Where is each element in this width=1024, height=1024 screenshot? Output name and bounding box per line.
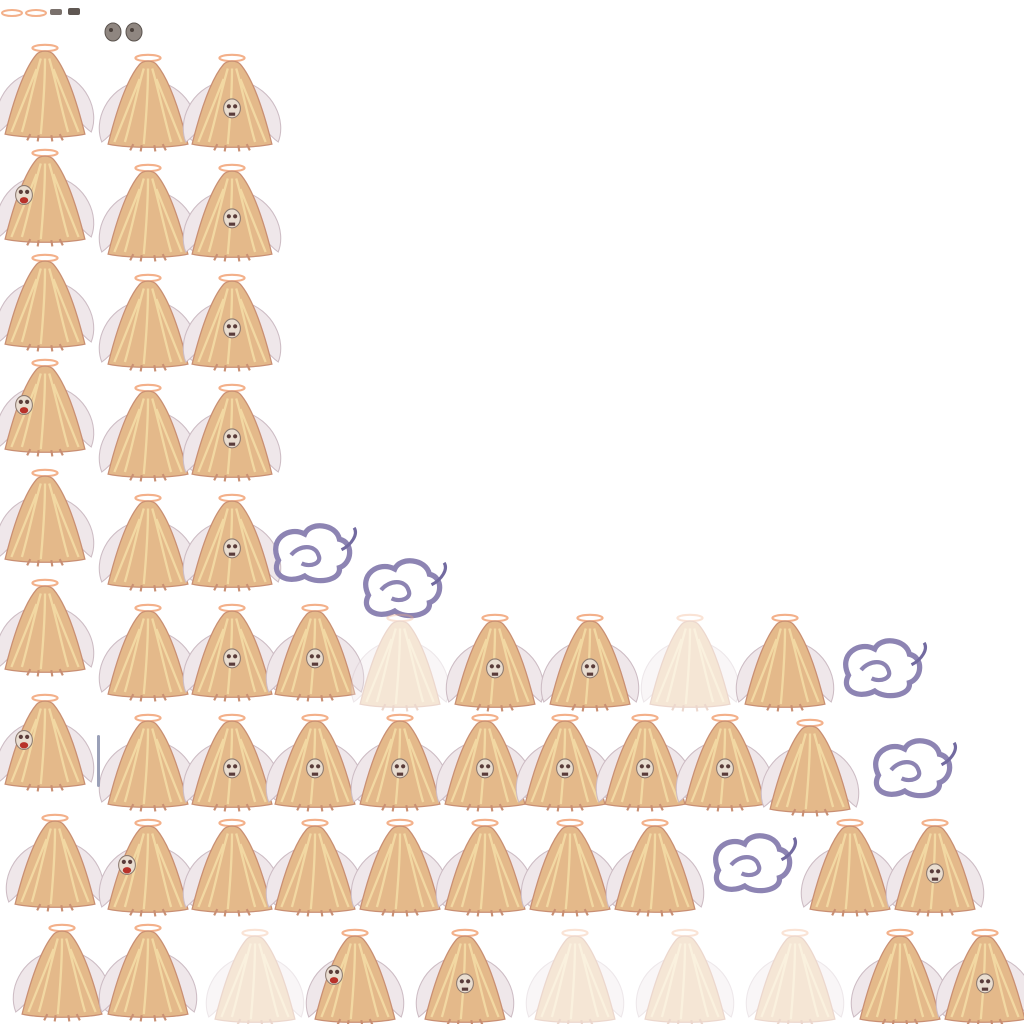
angel-fade-sprite: [351, 615, 448, 712]
angel-skull-sprite: [351, 715, 448, 812]
angel-sprite: [12, 923, 112, 1023]
angel-red-skull-sprite: [99, 820, 196, 917]
angel-skull-sprite: [183, 605, 280, 702]
angel-skull-sprite: [183, 495, 280, 592]
angel-sprite: [520, 818, 620, 918]
angel-skull-sprite: [183, 385, 280, 482]
angel-sprite: [735, 613, 835, 713]
angel-sprite: [265, 818, 365, 918]
top-strip: [1, 8, 143, 42]
angel-sprite: [605, 818, 705, 918]
angel-red-skull-sprite: [306, 930, 403, 1024]
angel-sprite: [760, 718, 860, 818]
angel-skull-sprite: [936, 930, 1024, 1024]
angel-sprite: [182, 818, 282, 918]
angel-red-skull-sprite: [0, 150, 94, 247]
angel-sprite: [5, 813, 105, 913]
smoke-cloud-sprite: [846, 641, 926, 696]
staff-sprite: [97, 735, 100, 787]
rock-small-sprite: [68, 8, 80, 15]
angel-fade-sprite: [746, 930, 843, 1024]
sprite-frames: [0, 43, 1024, 1024]
angel-red-skull-sprite: [0, 360, 94, 457]
angel-fade-sprite: [526, 930, 623, 1024]
angel-sprite: [0, 43, 95, 143]
angel-skull-sprite: [541, 615, 638, 712]
angel-skull-sprite: [183, 55, 280, 152]
angel-fade-sprite: [206, 930, 303, 1024]
angel-skull-sprite: [886, 820, 983, 917]
angel-fade-sprite: [636, 930, 733, 1024]
angel-sprite: [98, 603, 198, 703]
angel-sprite: [850, 928, 950, 1024]
smoke-cloud-sprite: [716, 836, 796, 891]
smoke-cloud-sprite: [366, 561, 446, 616]
angel-skull-sprite: [266, 605, 363, 702]
angel-sprite: [0, 578, 95, 678]
rock-sprite: [104, 22, 122, 42]
angel-sprite: [350, 818, 450, 918]
rock-small-sprite: [50, 9, 62, 15]
angel-fade-sprite: [641, 615, 738, 712]
halo-sprite: [1, 9, 23, 17]
angel-sprite: [98, 923, 198, 1023]
angel-skull-sprite: [183, 275, 280, 372]
rock-sprite: [125, 22, 143, 42]
angel-sprite: [98, 53, 198, 153]
angel-sprite: [98, 383, 198, 483]
angel-sprite: [98, 273, 198, 373]
angel-sprite: [0, 468, 95, 568]
smoke-cloud-sprite: [276, 526, 356, 581]
angel-sprite: [0, 253, 95, 353]
angel-sprite: [800, 818, 900, 918]
smoke-cloud-sprite: [876, 741, 956, 796]
halo-sprite: [25, 9, 47, 17]
angel-skull-sprite: [416, 930, 513, 1024]
angel-skull-sprite: [266, 715, 363, 812]
angel-skull-sprite: [676, 715, 773, 812]
angel-skull-sprite: [183, 165, 280, 262]
angel-skull-sprite: [446, 615, 543, 712]
angel-red-skull-sprite: [0, 695, 94, 792]
angel-sprite: [435, 818, 535, 918]
angel-skull-sprite: [183, 715, 280, 812]
angel-sprite: [98, 713, 198, 813]
angel-sprite: [98, 163, 198, 263]
angel-sprite: [98, 493, 198, 593]
